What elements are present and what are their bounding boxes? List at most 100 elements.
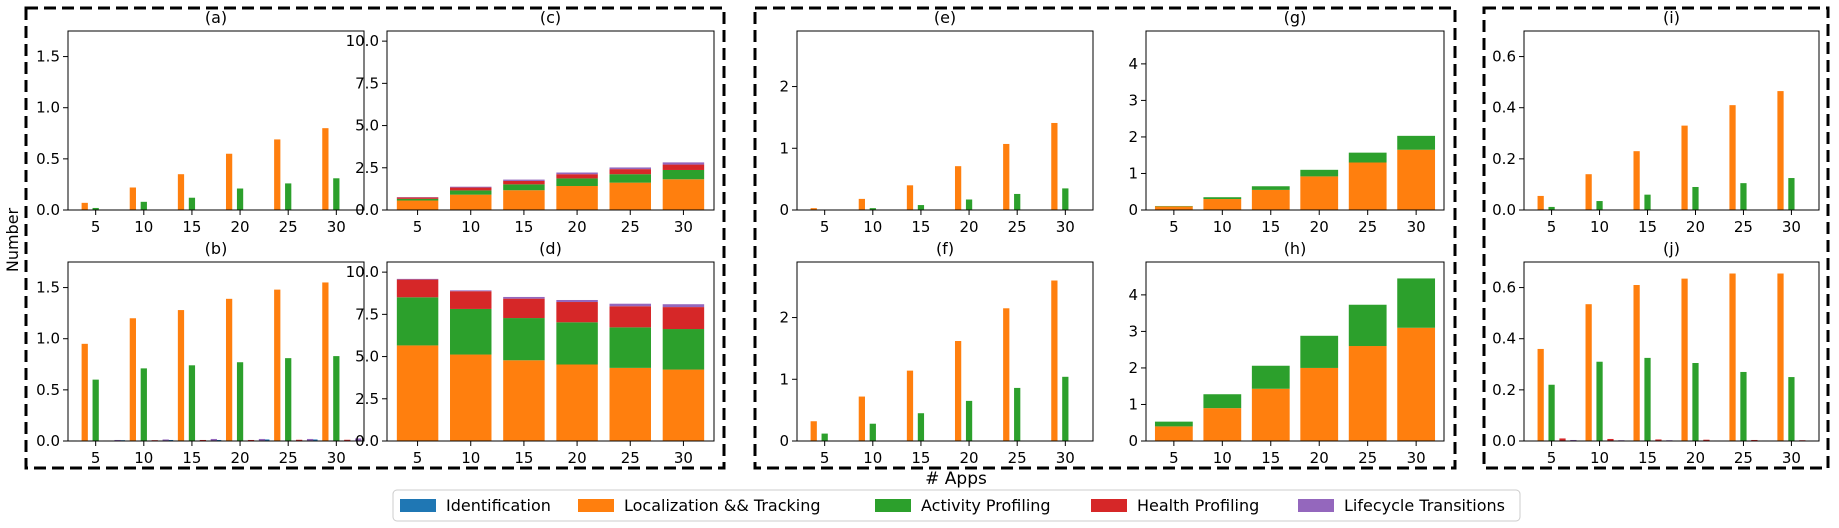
x-tick-label: 10 <box>1213 449 1232 467</box>
y-tick-label: 2 <box>779 78 789 96</box>
panel-title: (c) <box>540 8 561 27</box>
bar-segment <box>556 322 597 364</box>
axes-frame <box>68 262 364 441</box>
bar <box>141 368 147 441</box>
x-tick-label: 15 <box>514 218 533 236</box>
axes-frame <box>797 262 1093 441</box>
y-tick-label: 0.0 <box>1492 201 1516 219</box>
bar-segment <box>663 162 704 164</box>
panel-title: (e) <box>934 8 956 27</box>
x-tick-label: 30 <box>1782 449 1801 467</box>
bar-segment <box>556 174 597 178</box>
y-tick-label: 1 <box>779 370 789 388</box>
y-tick-label: 1 <box>1128 164 1138 182</box>
bar-segment <box>610 327 651 368</box>
x-tick-label: 10 <box>134 449 153 467</box>
bar-segment <box>450 291 491 309</box>
x-tick-label: 30 <box>327 449 346 467</box>
bar-segment <box>556 178 597 186</box>
y-tick-label: 2 <box>1128 128 1138 146</box>
bar <box>1729 274 1735 441</box>
x-tick-label: 5 <box>91 449 101 467</box>
y-tick-label: 0 <box>779 432 789 450</box>
y-tick-label: 0 <box>1128 432 1138 450</box>
x-tick-label: 15 <box>1261 449 1280 467</box>
bar-segment <box>1252 190 1290 210</box>
x-tick-label: 5 <box>820 218 830 236</box>
bar <box>178 174 184 210</box>
bar-segment <box>610 183 651 210</box>
x-tick-label: 20 <box>231 218 250 236</box>
bar-segment <box>1349 163 1387 210</box>
y-tick-label: 0.2 <box>1492 150 1516 168</box>
panel-title: (h) <box>1284 239 1307 258</box>
bar-segment <box>397 280 438 298</box>
panel-title: (i) <box>1663 8 1680 27</box>
legend-label: Health Profiling <box>1137 496 1259 515</box>
bar-segment <box>610 174 651 182</box>
bar <box>1538 349 1544 441</box>
bar <box>1014 388 1020 441</box>
panel-title: (a) <box>205 8 227 27</box>
x-tick-label: 30 <box>674 449 693 467</box>
bar-segment <box>397 297 438 345</box>
y-tick-label: 3 <box>1128 322 1138 340</box>
bar <box>285 358 291 441</box>
bar-segment <box>610 368 651 441</box>
x-tick-label: 20 <box>231 449 250 467</box>
bar <box>1051 123 1057 210</box>
bar-segment <box>503 318 544 360</box>
bar <box>1586 174 1592 210</box>
bar-segment <box>1397 150 1435 210</box>
x-tick-label: 15 <box>1638 449 1657 467</box>
x-tick-label: 25 <box>621 218 640 236</box>
bar-segment <box>556 300 597 302</box>
bar-segment <box>450 187 491 188</box>
y-tick-label: 0.5 <box>36 381 60 399</box>
x-tick-label: 10 <box>134 218 153 236</box>
panel-title: (g) <box>1284 8 1307 27</box>
bar-segment <box>663 179 704 209</box>
y-tick-label: 0.6 <box>1492 279 1516 297</box>
y-tick-label: 2.5 <box>355 159 379 177</box>
y-tick-label: 0.6 <box>1492 48 1516 66</box>
x-tick-label: 30 <box>674 218 693 236</box>
legend-label: Lifecycle Transitions <box>1344 496 1505 515</box>
x-tick-label: 30 <box>327 218 346 236</box>
bar <box>274 139 280 210</box>
y-tick-label: 0.0 <box>355 201 379 219</box>
x-tick-label: 30 <box>1782 218 1801 236</box>
bar-segment <box>397 199 438 201</box>
bar <box>822 434 828 441</box>
bar <box>918 205 924 210</box>
x-tick-label: 5 <box>91 218 101 236</box>
bar <box>1548 385 1554 441</box>
bar-segment <box>556 186 597 210</box>
bar-segment <box>397 201 438 210</box>
x-tick-label: 25 <box>1734 218 1753 236</box>
y-tick-label: 10.0 <box>346 32 379 50</box>
x-tick-label: 30 <box>1056 449 1075 467</box>
panel-title: (d) <box>539 239 562 258</box>
x-tick-label: 30 <box>1407 218 1426 236</box>
bar <box>1062 377 1068 441</box>
bar-segment <box>1155 426 1193 441</box>
y-tick-label: 7.5 <box>355 305 379 323</box>
y-tick-label: 4 <box>1128 55 1138 73</box>
group-box-right <box>1484 8 1828 468</box>
y-tick-label: 5.0 <box>355 348 379 366</box>
bar <box>1788 178 1794 210</box>
bar <box>1788 377 1794 441</box>
x-tick-label: 25 <box>621 449 640 467</box>
axes-frame <box>1524 31 1819 210</box>
bar-segment <box>556 365 597 441</box>
x-tick-label: 25 <box>279 218 298 236</box>
legend-swatch <box>875 499 911 512</box>
y-tick-label: 0.0 <box>1492 432 1516 450</box>
x-tick-label: 10 <box>1213 218 1232 236</box>
bar-segment <box>503 184 544 190</box>
panel-title: (f) <box>936 239 954 258</box>
